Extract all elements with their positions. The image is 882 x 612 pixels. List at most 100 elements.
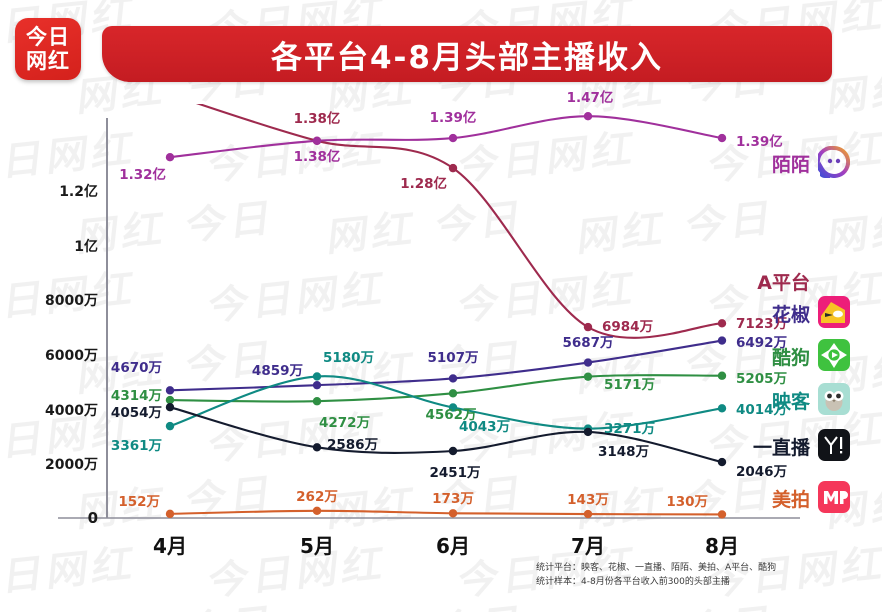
footnote-sample: 统计样本：4-8月份各平台收入前300的头部主播 xyxy=(536,577,730,587)
y-axis-tick-label: 0 xyxy=(87,509,98,527)
legend-item-A平台[interactable]: A平台 xyxy=(757,272,810,294)
data-point-label: 3361万 xyxy=(110,438,162,455)
footnote-platforms: 统计平台：映客、花椒、一直播、陌陌、美拍、A平台、酷狗 xyxy=(536,563,777,573)
meipai-app-icon xyxy=(818,481,850,513)
data-point-label: 1.38亿 xyxy=(293,148,341,165)
momo-app-icon xyxy=(818,146,850,178)
x-axis-tick-label: 8月 xyxy=(705,534,739,558)
kugou-app-icon xyxy=(818,339,850,371)
legend-item-陌陌[interactable]: 陌陌 xyxy=(771,154,810,176)
series-美拍 xyxy=(165,506,727,519)
data-point-label: 4859万 xyxy=(251,363,303,380)
huajiao-app-icon xyxy=(818,296,850,328)
logo-line-2: 网红 xyxy=(26,48,70,73)
data-point-label: 6984万 xyxy=(602,319,654,336)
data-point-label: 1.47亿 xyxy=(566,90,614,107)
data-point-label: 5687万 xyxy=(562,334,614,351)
y-axis-tick-label: 2000万 xyxy=(45,457,98,474)
data-point xyxy=(312,380,322,390)
y-axis-tick-label: 8000万 xyxy=(45,293,98,310)
data-point-label: 143万 xyxy=(567,492,609,509)
logo-line-1: 今日 xyxy=(26,24,70,49)
data-point-label: 4314万 xyxy=(110,388,162,405)
data-point xyxy=(165,395,175,405)
data-point-label: 130万 xyxy=(666,494,708,511)
series-一直播 xyxy=(165,402,727,467)
data-point xyxy=(448,509,458,518)
x-axis-tick-label: 4月 xyxy=(153,534,187,558)
data-point xyxy=(583,372,593,381)
data-point xyxy=(717,371,727,380)
data-point-label: 7123万 xyxy=(736,316,788,333)
series-line xyxy=(168,509,724,516)
data-point xyxy=(165,421,175,431)
watermark-text: 网红 今日 xyxy=(825,590,882,612)
data-point-label: 4670万 xyxy=(110,360,162,377)
data-point-label: 5107万 xyxy=(427,350,479,367)
data-point-label: 3148万 xyxy=(598,443,650,460)
legend-item-一直播[interactable]: 一直播 xyxy=(752,437,810,459)
chart-canvas xyxy=(58,104,800,519)
data-point-label: 2451万 xyxy=(429,465,481,481)
data-point-label: 1.32亿 xyxy=(119,167,166,184)
data-point-label: 152万 xyxy=(118,493,160,510)
data-point xyxy=(312,443,322,452)
data-point xyxy=(165,153,175,162)
x-axis-tick-label: 6月 xyxy=(436,534,470,558)
legend-item-花椒[interactable]: 花椒 xyxy=(771,304,810,326)
data-point xyxy=(717,510,727,519)
series-花椒 xyxy=(165,336,727,395)
data-point xyxy=(448,389,458,398)
data-point-label: 5180万 xyxy=(323,350,375,367)
legend-item-酷狗[interactable]: 酷狗 xyxy=(771,347,810,369)
data-point xyxy=(448,446,458,456)
data-point-label: 4054万 xyxy=(110,405,162,422)
x-axis-tick-label: 7月 xyxy=(571,534,605,558)
data-point-label: 2046万 xyxy=(736,464,788,481)
data-point xyxy=(583,112,593,121)
data-point xyxy=(312,372,322,381)
data-point-label: 4272万 xyxy=(319,415,371,432)
data-point-label: 1.38亿 xyxy=(293,110,341,127)
data-point xyxy=(165,402,175,412)
x-axis-tick-label: 5月 xyxy=(300,534,334,558)
y-axis-tick-label: 4000万 xyxy=(45,402,98,419)
data-point xyxy=(312,136,322,145)
data-point xyxy=(717,404,727,413)
data-point xyxy=(583,322,593,332)
y-axis-tick-label: 1.2亿 xyxy=(59,184,98,200)
legend-item-美拍[interactable]: 美拍 xyxy=(771,489,810,511)
data-point xyxy=(448,403,458,412)
title-banner: 各平台4-8月头部主播收入 xyxy=(102,26,832,82)
line-chart: 02000万4000万6000万8000万1亿1.2亿4月5月6月7月8月1.5… xyxy=(0,66,882,564)
data-point-label: 4562万 xyxy=(425,407,477,424)
data-point xyxy=(312,506,322,516)
series-酷狗 xyxy=(165,371,727,406)
data-point xyxy=(717,133,727,143)
data-point-label: 3271万 xyxy=(604,420,656,437)
data-point-label: 4043万 xyxy=(459,419,511,436)
data-point-label: 6492万 xyxy=(736,334,788,351)
data-point xyxy=(583,427,593,437)
data-point xyxy=(717,319,727,328)
data-point-label: 262万 xyxy=(296,488,338,505)
data-point-label: 4014万 xyxy=(736,402,788,419)
page-title: 各平台4-8月头部主播收入 xyxy=(270,39,663,76)
legend-item-映客[interactable]: 映客 xyxy=(771,391,810,413)
brand-logo: 今日 网红 xyxy=(15,18,81,80)
data-point xyxy=(165,509,175,519)
y-axis-tick-label: 6000万 xyxy=(45,348,98,364)
data-point-label: 1.39亿 xyxy=(736,134,783,151)
header: 今日 网红 各平台4-8月头部主播收入 xyxy=(0,0,882,104)
yizhibo-app-icon xyxy=(818,429,850,461)
data-point-label: 1.39亿 xyxy=(429,110,477,127)
data-point xyxy=(448,163,458,173)
data-point xyxy=(583,509,593,519)
watermark-text: 网红 今日 xyxy=(75,590,278,612)
data-point xyxy=(717,457,727,467)
y-axis-tick-label: 1亿 xyxy=(74,238,98,255)
data-point xyxy=(717,336,727,345)
data-point-label: 5205万 xyxy=(736,370,788,387)
data-point-label: 1.28亿 xyxy=(400,176,447,193)
data-point-label: 2586万 xyxy=(327,437,379,454)
